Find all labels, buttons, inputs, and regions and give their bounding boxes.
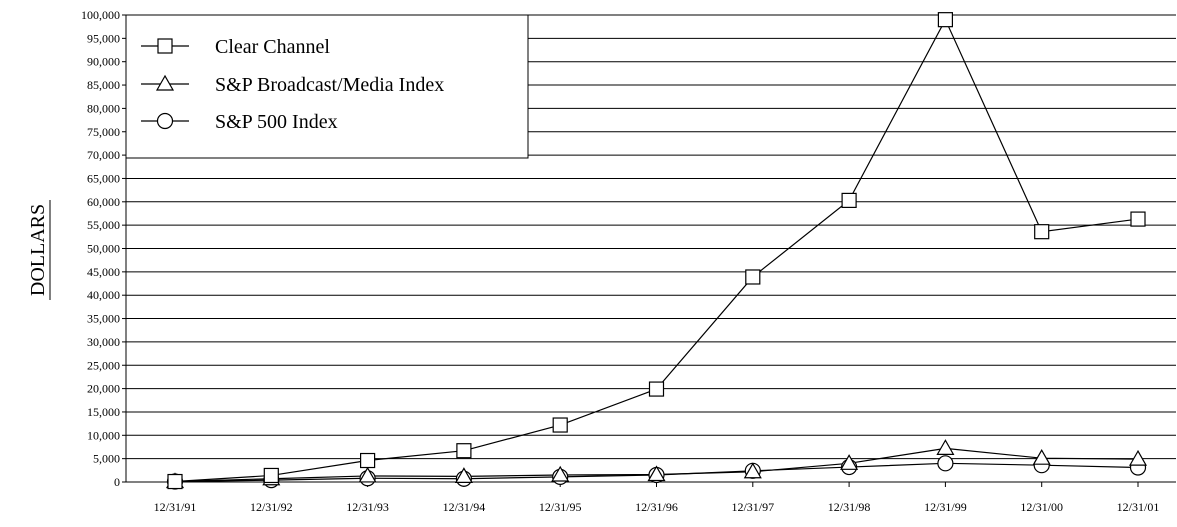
y-tick-label: 80,000 <box>87 101 120 115</box>
legend-marker-circle <box>156 112 174 130</box>
data-point-triangle <box>743 462 762 479</box>
data-point-square <box>1034 224 1050 240</box>
legend-marker-triangle <box>155 74 175 91</box>
y-tick-label: 75,000 <box>87 125 120 139</box>
data-point-square <box>552 417 568 433</box>
y-tick-label: 15,000 <box>87 405 120 419</box>
y-tick-label: 95,000 <box>87 31 120 45</box>
data-point-square <box>841 192 857 208</box>
legend-box <box>125 14 529 159</box>
data-point-square <box>745 269 761 285</box>
data-point-triangle <box>1128 449 1148 466</box>
data-point-square <box>456 443 472 459</box>
data-point-triangle <box>840 454 859 470</box>
data-point-triangle <box>454 467 473 483</box>
legend-label: S&P 500 Index <box>215 111 338 133</box>
x-tick-label: 12/31/92 <box>250 500 293 514</box>
y-tick-label: 40,000 <box>87 288 120 302</box>
x-tick-label: 12/31/01 <box>1117 500 1160 514</box>
data-point-circle <box>937 455 954 472</box>
data-point-square <box>937 12 954 28</box>
legend-label: S&P Broadcast/Media Index <box>215 74 444 96</box>
y-tick-label: 60,000 <box>87 195 120 209</box>
data-point-square <box>360 452 376 469</box>
data-point-triangle <box>358 466 377 483</box>
data-point-square <box>648 381 665 397</box>
x-tick-label: 12/31/95 <box>539 500 582 514</box>
y-tick-label: 20,000 <box>87 382 120 396</box>
x-tick-label: 12/31/97 <box>731 500 774 514</box>
y-tick-label: 0 <box>114 475 120 489</box>
y-tick-label: 10,000 <box>87 428 120 442</box>
y-tick-label: 100,000 <box>81 8 120 22</box>
y-tick-label: 70,000 <box>87 148 120 162</box>
data-point-square <box>263 467 279 484</box>
x-axis-ticks: 12/31/91 12/31/92 12/31/93 12/31/94 12/31/95… <box>154 482 1160 514</box>
x-tick-label: 12/31/96 <box>635 500 678 514</box>
y-tick-label: 90,000 <box>87 55 120 69</box>
x-tick-label: 12/31/98 <box>828 500 871 514</box>
data-point-triangle <box>936 439 955 455</box>
y-tick-label: 50,000 <box>87 242 120 256</box>
legend: Clear Channel S&P Broadcast/Media Index S&… <box>125 14 529 159</box>
y-axis-label: DOLLARS <box>27 204 49 296</box>
x-tick-label: 12/31/00 <box>1020 500 1063 514</box>
data-point-square <box>167 473 183 490</box>
y-tick-label: 85,000 <box>87 78 120 92</box>
y-tick-label: 30,000 <box>87 335 120 349</box>
x-tick-label: 12/31/94 <box>443 500 486 514</box>
data-point-triangle <box>1032 448 1051 465</box>
y-tick-label: 5,000 <box>93 452 120 466</box>
x-tick-label: 12/31/91 <box>154 500 197 514</box>
data-point-square <box>1130 211 1146 227</box>
series-lines <box>165 12 1148 490</box>
y-tick-label: 25,000 <box>87 358 120 372</box>
y-tick-label: 55,000 <box>87 218 120 232</box>
y-axis-label-group: DOLLARS <box>27 200 51 300</box>
y-axis-ticks: 0 5,000 10,000 15,000 20,000 25,000 30,000 35,0… <box>81 8 120 489</box>
x-tick-label: 12/31/99 <box>924 500 967 514</box>
legend-label: Clear Channel <box>215 36 330 58</box>
data-point-triangle <box>551 465 570 482</box>
legend-marker-square <box>157 38 173 54</box>
x-tick-label: 12/31/93 <box>346 500 389 514</box>
y-tick-label: 35,000 <box>87 312 120 326</box>
y-tick-label: 65,000 <box>87 171 120 185</box>
data-point-triangle <box>647 465 666 482</box>
y-tick-label: 45,000 <box>87 265 120 279</box>
